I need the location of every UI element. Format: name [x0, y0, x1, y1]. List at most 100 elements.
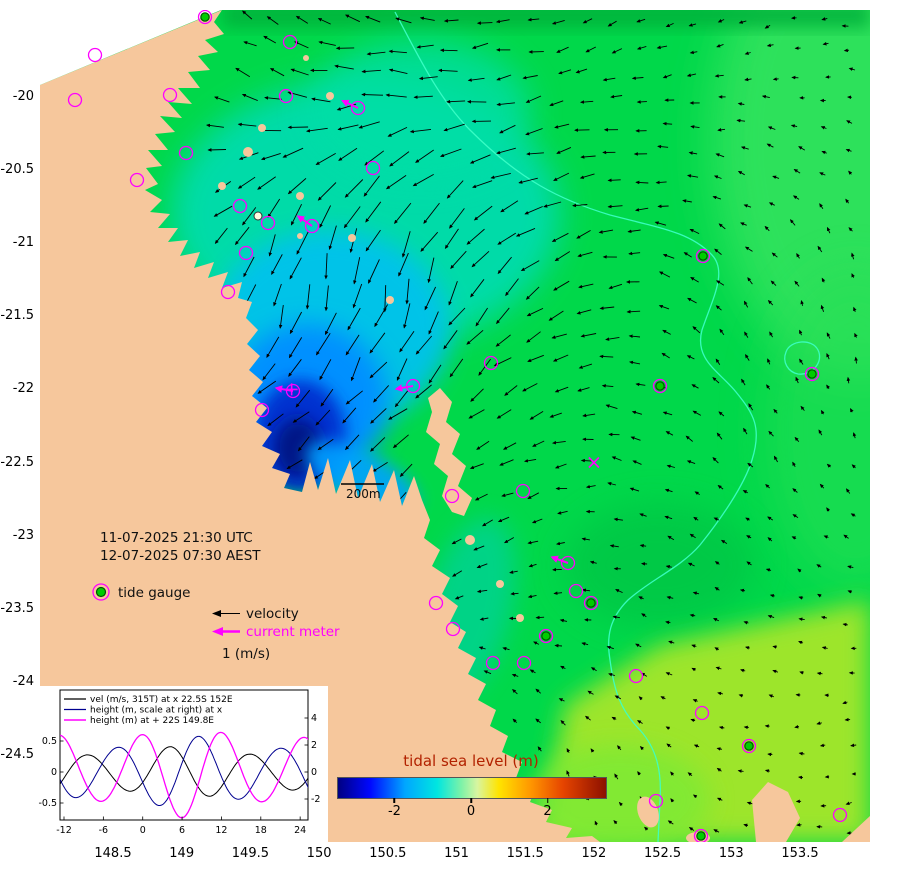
x-axis-tick-label: 153.5: [781, 846, 819, 861]
velocity-arrow: [664, 515, 673, 520]
velocity-arrow: [694, 491, 700, 496]
velocity-arrow: [665, 726, 671, 731]
velocity-arrow: [529, 669, 536, 674]
velocity-arrow: [766, 384, 771, 390]
velocity-arrow: [533, 641, 540, 645]
velocity-arrow: [605, 404, 618, 410]
velocity-arrow: [560, 719, 566, 726]
velocity-arrow: [526, 331, 541, 343]
velocity-arrow: [819, 203, 824, 209]
y-axis-tick-label: -20.5: [0, 162, 34, 178]
velocity-arrow: [662, 74, 672, 79]
velocity-arrow: [630, 436, 641, 441]
velocity-arrow: [641, 613, 647, 618]
velocity-arrow: [688, 23, 697, 27]
velocity-arrow: [743, 725, 749, 730]
velocity-arrow: [497, 256, 512, 275]
velocity-arrow: [853, 306, 857, 312]
tide-gauge-marker: [655, 381, 665, 391]
y-axis-tick-label: -23: [12, 527, 34, 543]
velocity-arrow: [737, 769, 744, 773]
velocity-arrow: [318, 40, 336, 46]
velocity-arrow: [744, 51, 751, 55]
velocity-arrow: [345, 334, 360, 356]
velocity-arrow: [242, 10, 253, 20]
velocity-arrow: [499, 459, 514, 466]
current-meter-marker: [405, 378, 421, 394]
velocity-arrow: [543, 201, 562, 208]
velocity-arrow: [257, 176, 276, 190]
velocity-arrow: [692, 410, 702, 416]
velocity-arrow: [342, 407, 357, 424]
velocity-arrow: [273, 283, 282, 307]
tide-gauge-legend-icon: [92, 583, 110, 601]
instrument-markers: [67, 10, 848, 842]
velocity-arrow: [305, 284, 311, 310]
velocity-arrow: [472, 180, 493, 188]
y-axis-tick-label: -24.5: [0, 746, 34, 762]
velocity-arrow: [587, 690, 594, 695]
velocity-arrow: [511, 673, 519, 678]
velocity-arrow: [495, 334, 511, 347]
velocity-arrow: [527, 354, 544, 362]
current-meter-marker: [560, 555, 576, 571]
velocity-arrow: [295, 389, 311, 408]
velocity-arrow: [317, 438, 334, 451]
current-meter-marker: [232, 198, 248, 214]
velocity-arrow: [657, 144, 669, 149]
velocity-arrow: [627, 229, 641, 234]
inset-right-tick-label: -2: [311, 794, 320, 805]
velocity-arrow: [581, 537, 590, 541]
small-island-marker: [253, 211, 263, 221]
velocity-arrow: [773, 408, 778, 414]
velocity-arrow: [843, 534, 849, 539]
velocity-arrow: [419, 16, 435, 21]
velocity-arrow: [658, 271, 671, 278]
velocity-arrow: [466, 228, 485, 245]
velocity-arrow: [686, 355, 695, 360]
velocity-arrow: [271, 254, 283, 275]
velocity-arrow: [531, 518, 543, 524]
velocity-arrow: [666, 595, 674, 600]
velocity-arrow: [660, 696, 666, 700]
velocity-arrow: [266, 16, 279, 25]
current-meter-marker: [278, 88, 294, 104]
velocity-arrow: [607, 20, 617, 27]
current-meter-marker: [178, 145, 194, 161]
velocity-arrow: [772, 645, 778, 649]
velocity-arrow: [712, 195, 722, 200]
velocity-arrow: [716, 432, 723, 440]
velocity-arrow: [557, 510, 568, 515]
velocity-arrow: [353, 257, 361, 285]
velocity-arrow: [525, 286, 540, 300]
velocity-arrow: [717, 128, 726, 132]
velocity-arrow: [793, 169, 801, 174]
velocity-arrow: [851, 464, 856, 469]
velocity-arrow: [572, 203, 588, 208]
velocity-arrow: [496, 307, 510, 325]
station-x-marker: [588, 456, 600, 469]
velocity-arrow: [611, 456, 622, 461]
velocity-arrow: [606, 645, 614, 650]
velocity-arrow: [552, 354, 569, 362]
velocity-arrow: [628, 334, 641, 339]
velocity-arrow: [772, 77, 779, 81]
current-meter-marker: [538, 628, 554, 644]
velocity-arrow: [317, 182, 337, 201]
velocity-arrow: [415, 149, 434, 163]
velocity-arrow: [214, 227, 228, 245]
current-meter-marker: [741, 738, 757, 754]
velocity-arrow: [687, 174, 699, 178]
velocity-arrow: [499, 124, 516, 134]
velocity-arrow: [819, 743, 826, 748]
velocity-arrow: [466, 329, 484, 345]
velocity-arrow: [370, 408, 387, 424]
velocity-arrow: [639, 544, 647, 548]
velocity-arrow: [476, 21, 493, 25]
tide-gauge-marker: [807, 369, 817, 379]
current-meter-marker: [428, 595, 444, 611]
velocity-arrow: [692, 794, 698, 799]
velocity-arrow: [347, 307, 361, 331]
velocity-arrow: [768, 430, 774, 437]
current-meter-arrow: [394, 384, 414, 392]
